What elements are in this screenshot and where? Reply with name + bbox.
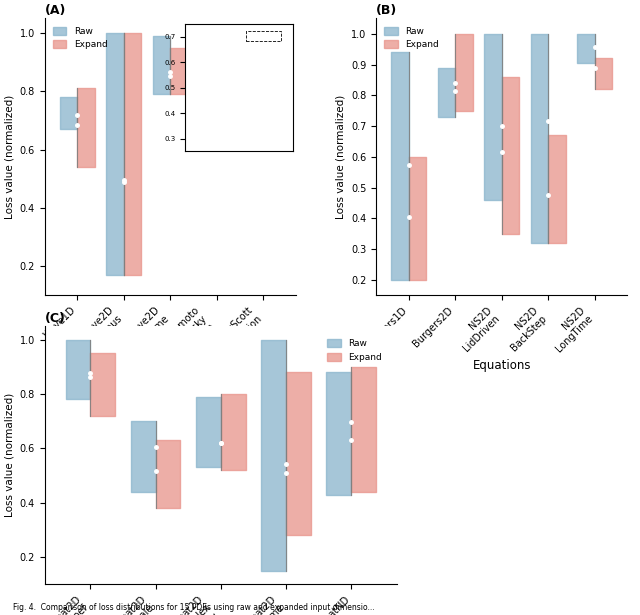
- Text: (A): (A): [45, 4, 66, 17]
- Text: (C): (C): [45, 312, 66, 325]
- Text: Fig. 4.  Comparison of loss distributions for 15 PDEs using raw and expanded inp: Fig. 4. Comparison of loss distributions…: [13, 603, 374, 612]
- Legend: Raw, Expand: Raw, Expand: [49, 23, 111, 53]
- Text: (B): (B): [376, 4, 397, 17]
- X-axis label: Equations: Equations: [472, 359, 531, 372]
- X-axis label: Equations: Equations: [141, 378, 200, 391]
- Y-axis label: Loss value (normalized): Loss value (normalized): [335, 95, 346, 219]
- Bar: [246, 31, 281, 41]
- Legend: Raw, Expand: Raw, Expand: [323, 336, 385, 366]
- Y-axis label: Loss value (normalized): Loss value (normalized): [4, 95, 14, 219]
- Y-axis label: Loss value (normalized): Loss value (normalized): [4, 393, 14, 517]
- Legend: Raw, Expand: Raw, Expand: [381, 23, 442, 53]
